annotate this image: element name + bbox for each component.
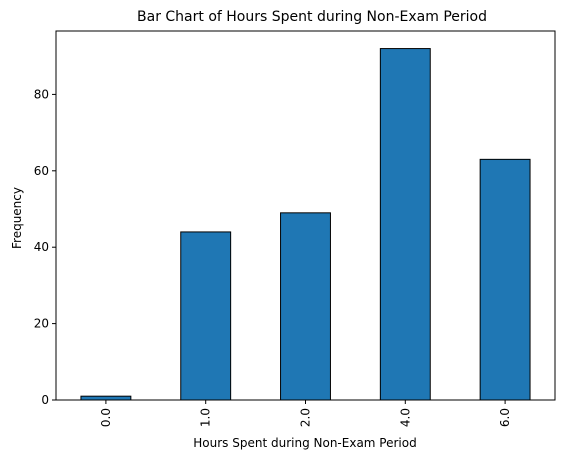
y-axis-title: Frequency bbox=[10, 187, 24, 249]
x-tick-label: 4.0 bbox=[398, 408, 412, 427]
axes-spines bbox=[55, 30, 556, 401]
plot-frame bbox=[55, 30, 556, 401]
x-tick-label: 0.0 bbox=[99, 408, 113, 427]
x-tick-label: 6.0 bbox=[498, 408, 512, 427]
y-tick-label: 0 bbox=[41, 393, 49, 407]
bars-group bbox=[80, 48, 531, 401]
x-tick-label: 1.0 bbox=[199, 408, 213, 427]
bar-0.0 bbox=[80, 395, 132, 401]
y-tick-label: 40 bbox=[34, 240, 49, 254]
chart-title: Bar Chart of Hours Spent during Non-Exam… bbox=[137, 9, 487, 25]
x-axis-title: Hours Spent during Non-Exam Period bbox=[193, 436, 416, 450]
bar-4.0 bbox=[379, 48, 431, 401]
y-axis-ticks: 0 20 40 60 80 bbox=[34, 87, 56, 407]
y-tick-label: 60 bbox=[34, 164, 49, 178]
x-axis-ticks: 0.0 1.0 2.0 4.0 6.0 bbox=[99, 400, 512, 427]
y-tick-label: 80 bbox=[34, 87, 49, 101]
bar-1.0 bbox=[180, 231, 232, 401]
x-tick-label: 2.0 bbox=[299, 408, 313, 427]
bar-6.0 bbox=[479, 158, 531, 401]
y-tick-label: 20 bbox=[34, 317, 49, 331]
bar-2.0 bbox=[280, 212, 331, 401]
